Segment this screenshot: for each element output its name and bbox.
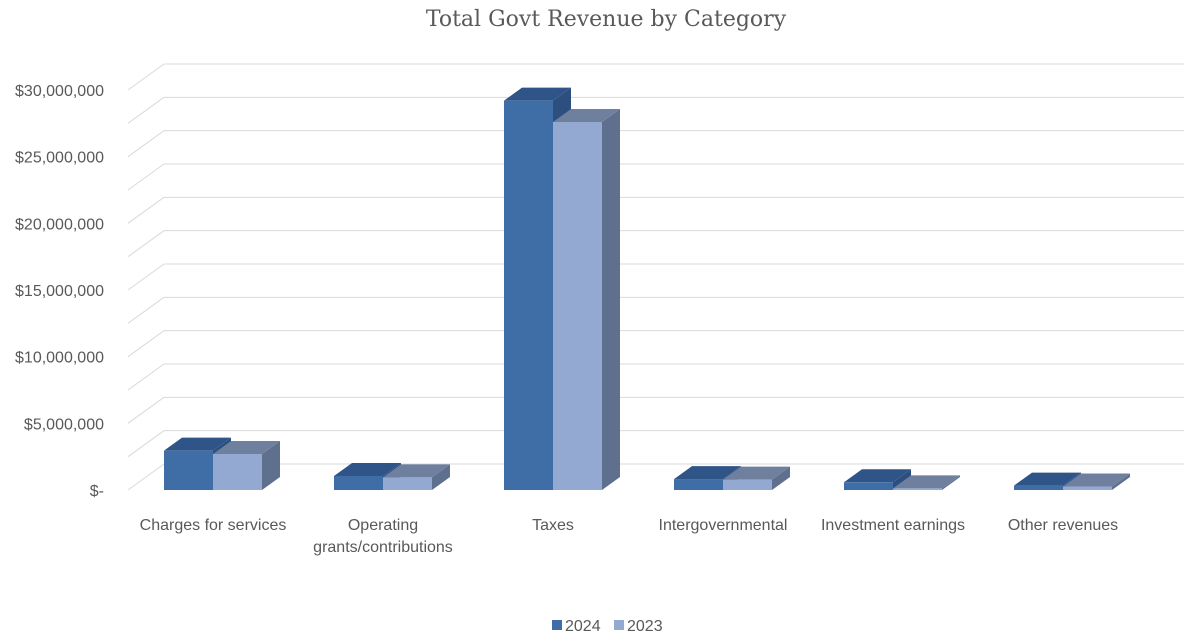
gridline-diagonal: [127, 296, 165, 324]
x-tick-label: Other revenues: [1008, 517, 1118, 534]
bar-2023: [383, 464, 450, 490]
bar-front: [1063, 486, 1112, 490]
bar-side: [772, 466, 790, 490]
x-tick-label: Intergovernmental: [659, 517, 788, 534]
bar-side: [893, 469, 911, 490]
bar-front: [844, 482, 893, 490]
gridline-diagonal: [127, 363, 165, 391]
y-tick-label: $25,000,000: [15, 150, 104, 167]
y-axis: $- $5,000,000 $10,000,000 $15,000,000 $20,00…: [15, 83, 104, 500]
x-tick-label-line: Taxes: [532, 517, 574, 534]
bar-top: [1063, 473, 1130, 487]
bar-front: [213, 454, 262, 490]
gridline-diagonal: [127, 130, 165, 158]
bar-front: [334, 476, 383, 490]
bar-front: [723, 479, 772, 490]
bar-front: [164, 450, 213, 490]
bar-side: [602, 109, 620, 490]
x-tick-label: Operating grants/contributions: [313, 517, 453, 556]
bar-front: [383, 477, 432, 490]
bar-side: [262, 441, 280, 490]
x-tick-label-line: Intergovernmental: [659, 517, 788, 534]
x-tick-label: Taxes: [532, 517, 574, 534]
bar-side: [1112, 473, 1130, 490]
bar-side: [432, 464, 450, 490]
legend-swatch-2023: [614, 620, 624, 630]
legend: 2024 2023: [552, 618, 663, 635]
y-tick-label: $30,000,000: [15, 83, 104, 100]
x-tick-label-line: Charges for services: [140, 517, 287, 534]
bar-front: [1014, 485, 1063, 490]
gridline-diagonal: [127, 430, 165, 458]
gridline-diagonal: [127, 163, 165, 191]
bar-group: [164, 87, 1130, 491]
x-tick-label-line: Other revenues: [1008, 517, 1118, 534]
gridline-diagonal: [127, 330, 165, 358]
x-tick-label-line: Operating: [348, 517, 418, 534]
gridline-diagonal: [127, 263, 165, 291]
y-tick-label: $15,000,000: [15, 283, 104, 300]
gridline-diagonal: [127, 196, 165, 224]
bar-2023: [723, 466, 790, 490]
x-tick-label: Charges for services: [140, 517, 287, 534]
bar-top: [674, 466, 741, 480]
bar-side: [942, 475, 960, 490]
bar-2024: [844, 469, 911, 490]
gridline-diagonal: [127, 463, 165, 491]
legend-label: 2023: [627, 618, 663, 635]
bar-top: [844, 469, 911, 483]
gridline-diagonal: [127, 96, 165, 124]
x-tick-label: Investment earnings: [821, 517, 965, 534]
bar-top: [334, 463, 401, 476]
y-tick-label: $10,000,000: [15, 350, 104, 367]
y-tick-label: $5,000,000: [24, 416, 104, 433]
bar-top: [723, 466, 790, 480]
bar-2023: [1063, 473, 1130, 490]
gridline-diagonal: [127, 230, 165, 258]
bar-front: [553, 122, 602, 490]
bar-front: [893, 488, 942, 490]
chart-title: Total Govt Revenue by Category: [426, 7, 787, 32]
x-tick-label-line: Investment earnings: [821, 517, 965, 534]
bar-top: [213, 441, 280, 454]
bar-2023: [893, 475, 960, 490]
bar-front: [504, 100, 553, 491]
legend-label: 2024: [565, 618, 601, 635]
x-axis: Charges for services Operating grants/cont…: [140, 517, 1119, 556]
bar-2023: [213, 441, 280, 490]
bar-top: [893, 475, 960, 489]
bar-top: [553, 109, 620, 122]
gridline-diagonal: [127, 63, 165, 91]
bar-top: [504, 87, 571, 101]
x-tick-label-line: grants/contributions: [313, 539, 453, 556]
bar-top: [164, 437, 231, 451]
chart-grid: [127, 63, 1184, 491]
y-tick-label: $-: [90, 483, 104, 500]
bar-front: [674, 479, 723, 490]
bar-top: [383, 464, 450, 478]
gridline-diagonal: [127, 396, 165, 424]
bar-top: [1014, 472, 1081, 486]
legend-swatch-2024: [552, 620, 562, 630]
y-tick-label: $20,000,000: [15, 216, 104, 233]
bar-2023: [553, 109, 620, 490]
